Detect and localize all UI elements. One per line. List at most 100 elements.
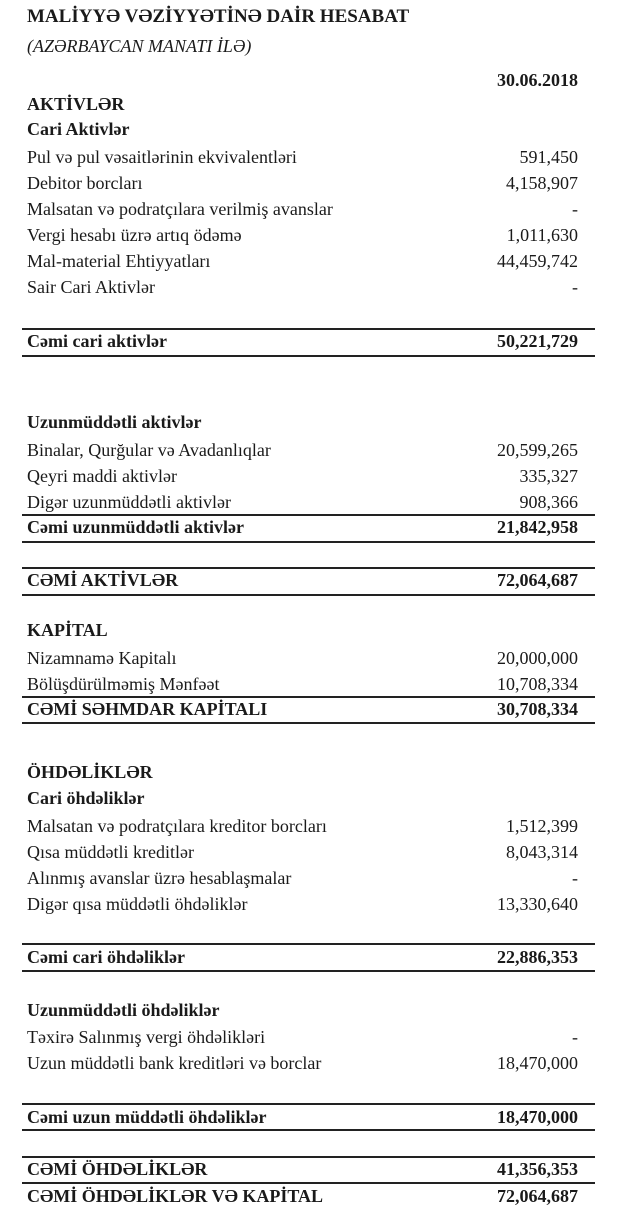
divider [22,943,595,945]
row-label: Cəmi cari öhdəliklər [27,947,185,967]
row-value: - [572,199,578,219]
heading-text: ÖHDƏLİKLƏR [27,762,153,782]
divider [22,328,595,330]
section-heading: AKTİVLƏR [27,92,578,116]
row-label: CƏMİ ÖHDƏLİKLƏR VƏ KAPİTAL [27,1186,324,1206]
section-heading: KAPİTAL [27,618,578,642]
divider [22,722,595,724]
line-item: Debitor borcları 4,158,907 [27,171,578,195]
line-item: Alınmış avanslar üzrə hesablaşmalar - [27,866,578,890]
line-item: Təxirə Salınmış vergi öhdəlikləri - [27,1025,578,1049]
total-row: Cəmi cari öhdəliklər 22,886,353 [27,945,578,969]
row-value: 335,327 [519,466,579,486]
heading-text: Cari Aktivlər [27,119,130,139]
total-row: Cəmi cari aktivlər 50,221,729 [27,329,578,353]
line-item: Qısa müddətli kreditlər 8,043,314 [27,840,578,864]
divider [22,1129,595,1131]
report-subtitle: (AZƏRBAYCAN MANATI İLƏ) [27,36,252,56]
row-value: 10,708,334 [497,674,578,694]
line-item: Qeyri maddi aktivlər 335,327 [27,464,578,488]
divider [22,696,595,698]
row-value: - [572,868,578,888]
row-label: Qeyri maddi aktivlər [27,466,177,486]
row-label: Bölüşdürülməmiş Mənfəət [27,674,220,694]
divider [22,541,595,543]
total-row: CƏMİ SƏHMDAR KAPİTALI 30,708,334 [27,697,578,721]
date-header: 30.06.2018 [497,70,578,90]
row-value: 4,158,907 [506,173,578,193]
row-label: Sair Cari Aktivlər [27,277,155,297]
grand-total-row: CƏMİ ÖHDƏLİKLƏR VƏ KAPİTAL 72,064,687 [27,1184,578,1208]
line-item: Digər qısa müddətli öhdəliklər 13,330,640 [27,892,578,916]
divider [22,514,595,516]
row-label: CƏMİ SƏHMDAR KAPİTALI [27,699,268,719]
row-label: Uzun müddətli bank kreditləri və borclar [27,1053,322,1073]
subsection-heading: Uzunmüddətli öhdəliklər [27,998,578,1022]
subsection-heading: Uzunmüddətli aktivlər [27,410,578,434]
row-label: CƏMİ AKTİVLƏR [27,570,179,590]
heading-text: AKTİVLƏR [27,94,125,114]
line-item: Sair Cari Aktivlər - [27,275,578,299]
row-label: Debitor borcları [27,173,143,193]
row-label: Cəmi uzun müddətli öhdəliklər [27,1107,267,1127]
divider [22,1103,595,1105]
row-label: Cəmi cari aktivlər [27,331,167,351]
row-label: Malsatan və podratçılara kreditor borcla… [27,816,327,836]
row-value: 8,043,314 [506,842,578,862]
line-item: Binalar, Qurğular və Avadanlıqlar 20,599,… [27,438,578,462]
subsection-heading: Cari öhdəliklər [27,786,578,810]
total-row: Cəmi uzunmüddətli aktivlər 21,842,958 [27,515,578,539]
row-value: - [572,1027,578,1047]
section-heading: ÖHDƏLİKLƏR [27,760,578,784]
row-value: 1,011,630 [506,225,578,245]
line-item: Bölüşdürülməmiş Mənfəət 10,708,334 [27,672,578,696]
row-label: Mal-material Ehtiyyatları [27,251,211,271]
row-value: 13,330,640 [497,894,578,914]
heading-text: Uzunmüddətli aktivlər [27,412,202,432]
heading-text: KAPİTAL [27,620,108,640]
row-value: 18,470,000 [497,1107,578,1127]
divider [22,355,595,357]
report-title: MALİYYƏ VƏZİYYƏTİNƏ DAİR HESABAT [27,6,410,27]
row-value: 50,221,729 [497,331,578,351]
row-label: Vergi hesabı üzrə artıq ödəmə [27,225,242,245]
row-label: Digər qısa müddətli öhdəliklər [27,894,248,914]
row-label: Nizamnamə Kapitalı [27,648,177,668]
line-item: Digər uzunmüddətli aktivlər 908,366 [27,490,578,514]
divider [22,567,595,569]
subsection-heading: Cari Aktivlər [27,117,578,141]
row-value: 1,512,399 [506,816,578,836]
total-row: CƏMİ ÖHDƏLİKLƏR 41,356,353 [27,1157,578,1181]
row-label: Malsatan və podratçılara verilmiş avansl… [27,199,333,219]
row-label: Alınmış avanslar üzrə hesablaşmalar [27,868,292,888]
column-date: 30.06.2018 [27,68,578,92]
row-label: Təxirə Salınmış vergi öhdəlikləri [27,1027,266,1047]
row-label: Qısa müddətli kreditlər [27,842,194,862]
row-value: - [572,277,578,297]
row-label: Binalar, Qurğular və Avadanlıqlar [27,440,271,460]
total-row: CƏMİ AKTİVLƏR 72,064,687 [27,568,578,592]
divider [22,1156,595,1158]
line-item: Vergi hesabı üzrə artıq ödəmə 1,011,630 [27,223,578,247]
total-row: Cəmi uzun müddətli öhdəliklər 18,470,000 [27,1105,578,1129]
row-value: 30,708,334 [497,699,578,719]
heading-text: Cari öhdəliklər [27,788,145,808]
row-label: Pul və pul vəsaitlərinin ekvivalentləri [27,147,297,167]
divider [22,1182,595,1184]
row-value: 908,366 [519,492,579,512]
row-label: CƏMİ ÖHDƏLİKLƏR [27,1159,208,1179]
row-value: 20,599,265 [497,440,578,460]
row-value: 591,450 [519,147,579,167]
line-item: Mal-material Ehtiyyatları 44,459,742 [27,249,578,273]
row-value: 72,064,687 [497,570,578,590]
row-value: 20,000,000 [497,648,578,668]
row-label: Cəmi uzunmüddətli aktivlər [27,517,245,537]
line-item: Pul və pul vəsaitlərinin ekvivalentləri 5… [27,145,578,169]
row-value: 22,886,353 [497,947,578,967]
line-item: Nizamnamə Kapitalı 20,000,000 [27,646,578,670]
row-value: 44,459,742 [497,251,578,271]
row-value: 18,470,000 [497,1053,578,1073]
heading-text: Uzunmüddətli öhdəliklər [27,1000,220,1020]
line-item: Uzun müddətli bank kreditləri və borclar… [27,1051,578,1075]
line-item: Malsatan və podratçılara verilmiş avansl… [27,197,578,221]
